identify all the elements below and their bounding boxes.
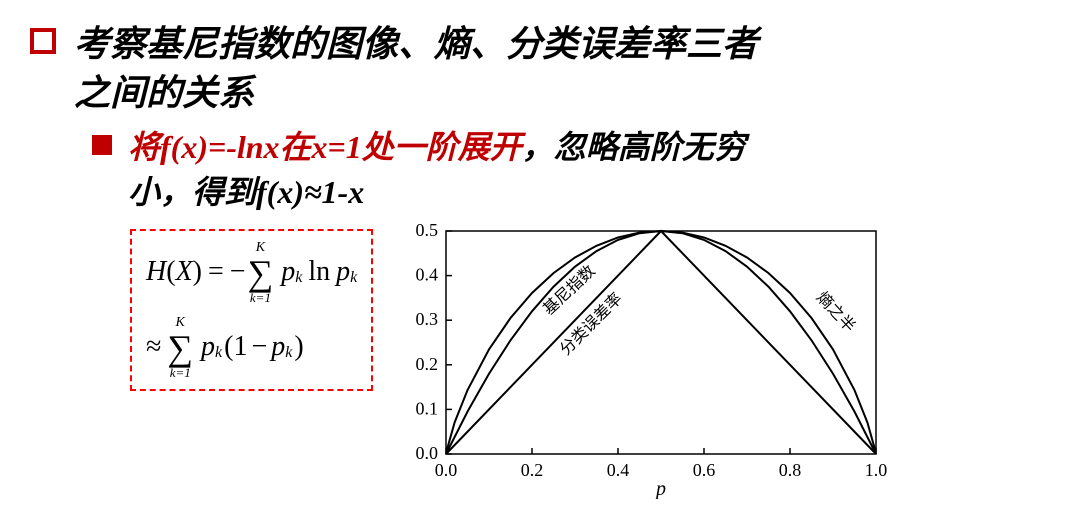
title-block: 考察基尼指数的图像、熵、分类误差率三者 之间的关系	[30, 20, 1056, 117]
sym-ln: ln	[308, 255, 330, 289]
sub-k-3: k	[215, 343, 222, 362]
impurity-chart: 0.00.10.20.30.40.50.00.20.40.60.81.0p基尼指…	[391, 219, 891, 499]
sym-p2: p	[336, 255, 350, 289]
sub-k-2: k	[350, 268, 357, 287]
sub-k-4: k	[285, 343, 292, 362]
hollow-square-icon	[30, 28, 56, 54]
sym-p4: p	[271, 330, 285, 364]
sym-approx: ≈	[146, 330, 161, 364]
sym-lp2: (	[224, 330, 233, 364]
content-row: H ( X ) = − K ∑ k=1 pk ln pk ≈ K ∑ k=1 p…	[30, 223, 1056, 504]
sigma-icon: ∑	[248, 255, 274, 291]
svg-text:0.1: 0.1	[416, 398, 439, 418]
svg-text:0.3: 0.3	[416, 309, 439, 329]
sub-black-1: ，忽略高阶无穷	[522, 129, 746, 165]
sum-block-1: K ∑ k=1	[248, 241, 274, 304]
svg-text:0.5: 0.5	[416, 220, 439, 240]
sym-rp: )	[193, 255, 202, 289]
sym-minus: −	[251, 330, 267, 364]
sym-eq: =	[208, 255, 224, 289]
title-line-2: 之间的关系	[74, 73, 254, 113]
sub-k-1: k	[295, 268, 302, 287]
title-text: 考察基尼指数的图像、熵、分类误差率三者 之间的关系	[74, 20, 758, 117]
title-line-1: 考察基尼指数的图像、熵、分类误差率三者	[74, 24, 758, 64]
sym-p1: p	[281, 255, 295, 289]
svg-text:0.2: 0.2	[521, 460, 544, 480]
sym-lp: (	[166, 255, 175, 289]
svg-text:0.2: 0.2	[416, 354, 439, 374]
svg-text:0.6: 0.6	[693, 460, 716, 480]
svg-text:0.8: 0.8	[779, 460, 802, 480]
sum-lower-1: k=1	[250, 291, 271, 304]
svg-text:p: p	[654, 478, 666, 499]
sigma-icon-2: ∑	[167, 330, 193, 366]
svg-text:0.4: 0.4	[607, 460, 630, 480]
entropy-formula: H ( X ) = − K ∑ k=1 pk ln pk	[146, 241, 357, 304]
formula-box: H ( X ) = − K ∑ k=1 pk ln pk ≈ K ∑ k=1 p…	[130, 229, 373, 391]
sym-p3: p	[201, 330, 215, 364]
sym-X: X	[176, 255, 193, 289]
sub-black-2: 小，得到f(x)≈1-x	[128, 174, 364, 210]
gini-approx-formula: ≈ K ∑ k=1 pk ( 1 − pk )	[146, 316, 357, 379]
chart-container: 0.00.10.20.30.40.50.00.20.40.60.81.0p基尼指…	[391, 219, 891, 504]
sub-block: 将f(x)=-lnx在x=1处一阶展开，忽略高阶无穷 小，得到f(x)≈1-x	[92, 125, 1056, 215]
sub-text: 将f(x)=-lnx在x=1处一阶展开，忽略高阶无穷 小，得到f(x)≈1-x	[128, 125, 746, 215]
svg-text:0.4: 0.4	[416, 264, 439, 284]
sym-one: 1	[233, 330, 247, 364]
sym-H: H	[146, 255, 166, 289]
sum-block-2: K ∑ k=1	[167, 316, 193, 379]
filled-square-icon	[92, 135, 112, 155]
sym-rp2: )	[294, 330, 303, 364]
sum-lower-2: k=1	[170, 366, 191, 379]
sym-neg: −	[230, 255, 246, 289]
svg-text:0.0: 0.0	[435, 460, 458, 480]
svg-text:1.0: 1.0	[865, 460, 888, 480]
sub-red-text: 将f(x)=-lnx在x=1处一阶展开	[128, 129, 522, 165]
